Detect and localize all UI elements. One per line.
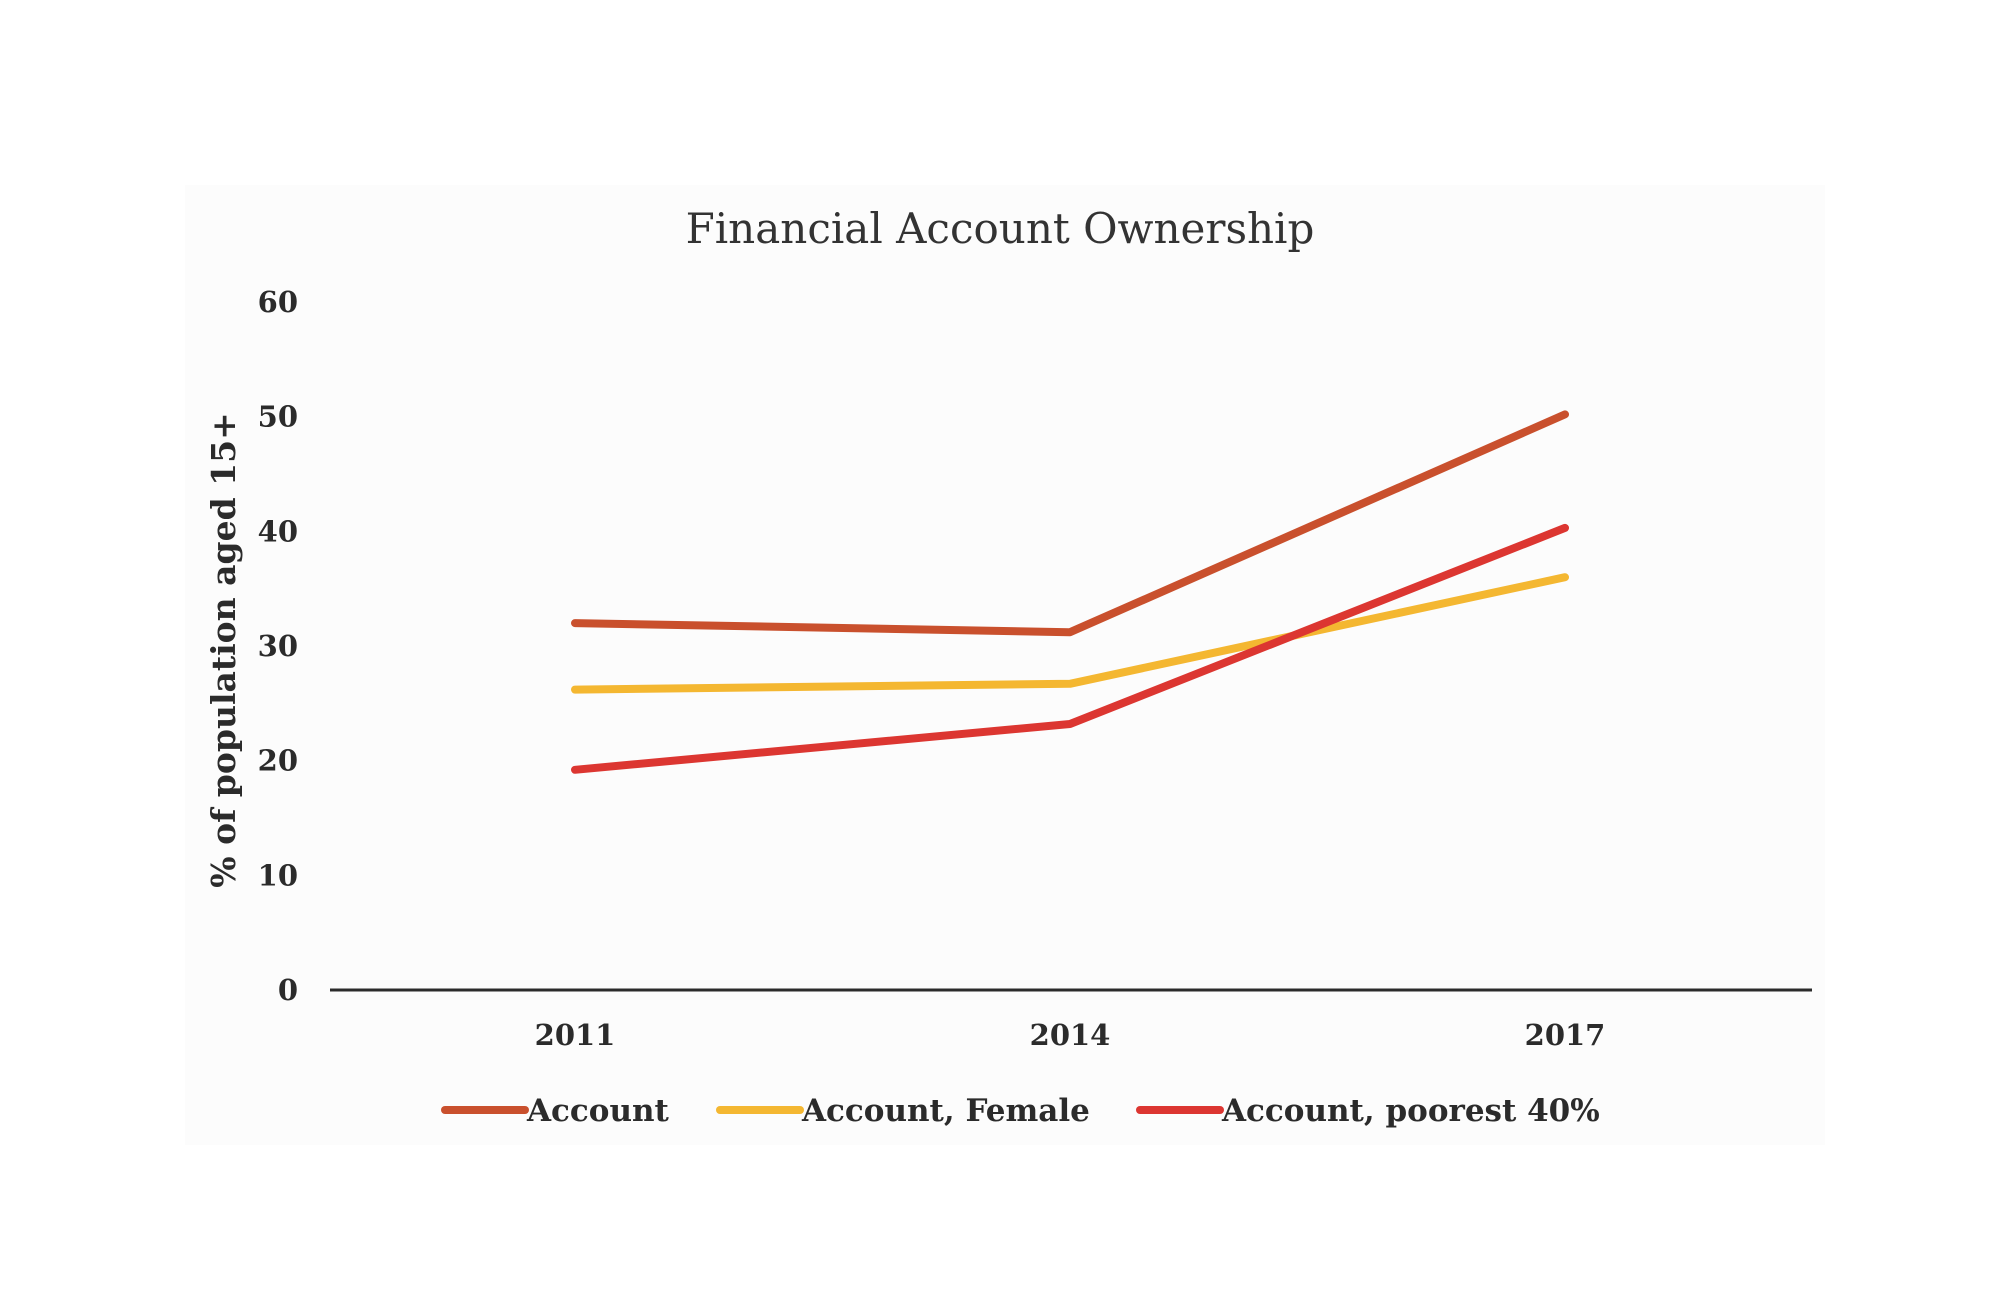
y-tick-label: 50 [258, 400, 298, 434]
y-tick-label: 10 [258, 858, 298, 892]
legend-label-1: Account, Female [801, 1093, 1090, 1129]
legend-label-2: Account, poorest 40% [1221, 1093, 1600, 1129]
y-tick-label: 40 [258, 514, 298, 548]
legend: Account Account, Female Account, poorest 4… [441, 1093, 1600, 1129]
chart-title: Financial Account Ownership [686, 204, 1315, 253]
x-tick-label: 2011 [535, 1018, 616, 1052]
y-tick-label: 0 [278, 973, 298, 1007]
y-axis-ticks: 0 10 20 30 40 50 60 [258, 285, 298, 1007]
y-tick-label: 30 [258, 629, 298, 663]
x-tick-label: 2017 [1525, 1018, 1606, 1052]
y-tick-label: 60 [258, 285, 298, 319]
series-line-1 [571, 573, 1569, 694]
y-axis-label: % of population aged 15+ [204, 412, 243, 887]
x-axis-ticks: 2011 2014 2017 [535, 1018, 1606, 1052]
chart-panel [185, 185, 1825, 1145]
y-tick-label: 20 [258, 744, 298, 778]
series-lines [571, 410, 1569, 774]
legend-label-0: Account [526, 1093, 670, 1129]
series-line-2 [571, 523, 1569, 774]
series-line-0 [571, 410, 1569, 637]
x-tick-label: 2014 [1030, 1018, 1111, 1052]
